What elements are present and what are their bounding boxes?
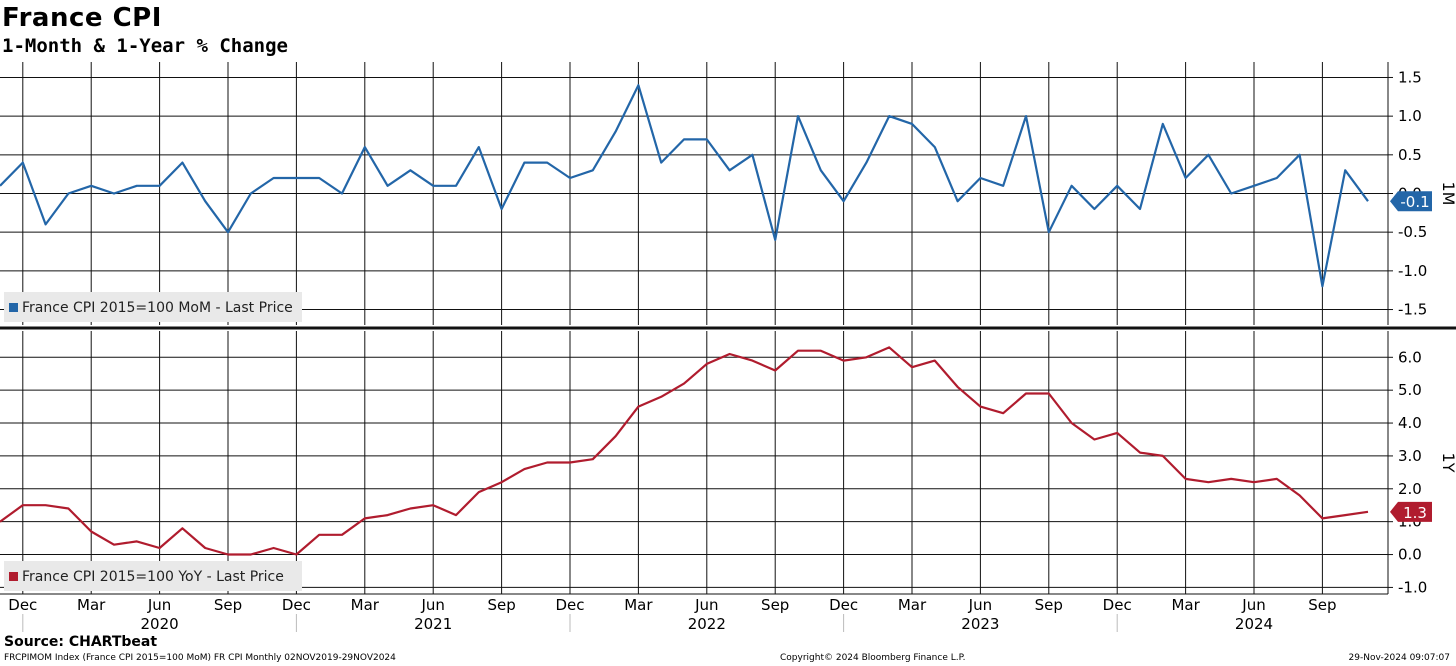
- footer-copyright: Copyright© 2024 Bloomberg Finance L.P.: [780, 653, 966, 663]
- x-month-label: Dec: [829, 596, 858, 614]
- x-month-label: Dec: [555, 596, 584, 614]
- last-value-label: -0.1: [1400, 193, 1429, 211]
- chart-subtitle: 1-Month & 1-Year % Change: [2, 35, 288, 57]
- legend-box: [4, 292, 302, 322]
- x-month-label: Sep: [487, 596, 515, 614]
- series-line-1Y: [0, 346, 1369, 556]
- series-layer: [0, 84, 1369, 556]
- x-month-label: Jun: [694, 596, 718, 614]
- legend-box: [4, 561, 302, 591]
- y-tick-label: 4.0: [1398, 414, 1422, 432]
- x-month-label: Dec: [282, 596, 311, 614]
- y-tick-label: -1.0: [1398, 262, 1427, 280]
- x-month-label: Jun: [147, 596, 171, 614]
- x-year-label: 2021: [414, 615, 452, 633]
- y-tick-label: -1.5: [1398, 301, 1427, 319]
- x-month-label: Dec: [8, 596, 37, 614]
- last-value-badge: [1390, 501, 1432, 522]
- legend-label: France CPI 2015=100 MoM - Last Price: [22, 300, 293, 316]
- x-month-label: Mar: [1171, 596, 1200, 614]
- x-year-label: 2024: [1235, 615, 1273, 633]
- x-month-label: Jun: [420, 596, 444, 614]
- last-value-badges: -0.1 1.3: [1390, 191, 1432, 522]
- y-tick-labels: 1.5 1.0 0.5 0.0 -0.5 -1.0 -1.5 1M 6.0 5.0 4.0 3.0 2.…: [1398, 68, 1456, 596]
- y-tick-label: -0.5: [1398, 223, 1427, 241]
- x-month-label: Mar: [898, 596, 927, 614]
- x-month-label: Mar: [624, 596, 653, 614]
- chart-title: France CPI: [2, 3, 162, 33]
- x-month-label: Jun: [968, 596, 992, 614]
- x-month-label: Mar: [77, 596, 106, 614]
- grid-layer: [0, 62, 1393, 594]
- x-month-label: Sep: [214, 596, 242, 614]
- y-tick-label: 1.5: [1398, 68, 1422, 86]
- footer-timestamp: 29-Nov-2024 09:07:07: [1348, 653, 1450, 663]
- y-tick-label: 1.0: [1398, 107, 1422, 125]
- x-month-label: Sep: [761, 596, 789, 614]
- x-month-label: Mar: [351, 596, 380, 614]
- last-value-label: 1.3: [1403, 504, 1427, 522]
- x-month-label: Sep: [1308, 596, 1336, 614]
- y-tick-label: 5.0: [1398, 381, 1422, 399]
- last-value-badge: [1390, 191, 1432, 212]
- y-tick-label: -1.0: [1398, 578, 1427, 596]
- legend-swatch: [9, 572, 18, 581]
- x-year-label: 2022: [688, 615, 726, 633]
- legend-swatch: [9, 303, 18, 312]
- y-tick-label: 0.0: [1398, 546, 1422, 564]
- y-tick-label: 6.0: [1398, 348, 1422, 366]
- panel-frames: [0, 62, 1456, 595]
- legend-layer: France CPI 2015=100 MoM - Last Price Fran…: [4, 292, 302, 591]
- x-month-label: Jun: [1241, 596, 1265, 614]
- y-tick-label: 2.0: [1398, 480, 1422, 498]
- x-axis: Dec Mar Jun Sep Dec Mar Jun Sep Dec Mar Jun Sep Dec M…: [8, 596, 1336, 633]
- y-tick-label: 0.5: [1398, 146, 1422, 164]
- source-label: Source: CHARTbeat: [4, 634, 158, 650]
- y-tick-label: 3.0: [1398, 447, 1422, 465]
- panel-axis-label: 1M: [1439, 182, 1456, 206]
- panel-axis-label: 1Y: [1439, 453, 1456, 473]
- x-year-label: 2023: [961, 615, 999, 633]
- footer-ticker: FRCPIMOM Index (France CPI 2015=100 MoM)…: [4, 653, 396, 663]
- series-line-1M: [0, 84, 1369, 288]
- x-month-label: Sep: [1035, 596, 1063, 614]
- x-month-label: Dec: [1103, 596, 1132, 614]
- x-year-label: 2020: [141, 615, 179, 633]
- legend-label: France CPI 2015=100 YoY - Last Price: [22, 569, 284, 585]
